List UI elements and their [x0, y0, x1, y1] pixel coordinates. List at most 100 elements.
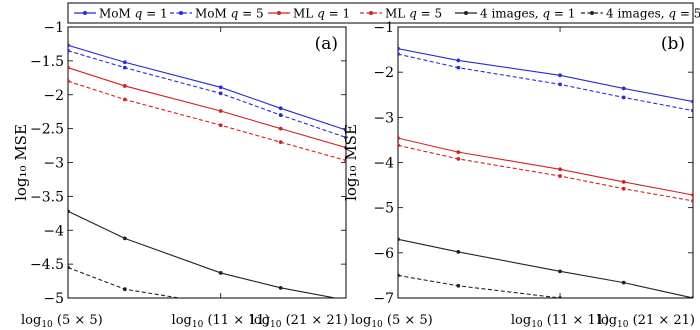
series-line [398, 144, 693, 202]
data-point [68, 48, 70, 53]
data-point [68, 265, 70, 270]
series-line [398, 53, 693, 112]
y-tick-label: −3 [373, 110, 394, 126]
y-tick-label: −1.5 [30, 54, 64, 70]
legend-label: ML q = 1 [293, 7, 350, 21]
y-tick-label: −2 [373, 65, 394, 81]
data-point [558, 73, 562, 78]
data-point [278, 106, 283, 111]
data-point [621, 280, 626, 285]
series-line [398, 48, 693, 103]
series-line [68, 210, 339, 298]
legend-marker [277, 11, 281, 15]
x-tick-label: log10 (21 × 21) [250, 313, 348, 330]
data-point [691, 108, 693, 113]
data-point [621, 95, 626, 100]
data-point [218, 109, 223, 113]
data-point [122, 60, 127, 65]
data-point [691, 198, 693, 203]
series-group [398, 46, 693, 298]
legend-label: MoM q = 1 [99, 7, 168, 21]
series-line [68, 67, 346, 149]
x-tick-label: log10 (5 × 5) [21, 313, 103, 330]
x-tick-label: log10 (5 × 5) [351, 313, 433, 330]
series-line [68, 80, 346, 161]
y-tick-label: −1 [373, 20, 394, 36]
data-point [278, 285, 283, 290]
data-point [456, 250, 461, 254]
data-point [218, 85, 223, 90]
y-tick-label: −5 [43, 291, 64, 307]
series-line [398, 274, 561, 298]
data-point [558, 174, 562, 178]
legend-entry: 4 images, q = 1 [455, 7, 575, 21]
legend-entry: MoM q = 1 [74, 7, 168, 21]
data-point [218, 271, 223, 275]
legend-entry: ML q = 1 [268, 7, 350, 21]
y-axis-label: log₁₀ MSE [342, 124, 360, 201]
y-tick-label: −4 [43, 223, 64, 239]
x-tick-label: log10 (11 × 11) [172, 313, 270, 330]
legend-label: 4 images, q = 1 [480, 7, 575, 21]
y-tick-label: −4.5 [30, 257, 64, 273]
y-tick-label: −7 [373, 291, 394, 307]
chart-panel-a: −5 −4.5 −4 −3.5 −3 −2.5 −2 −1.5 −1 log10 (5 × 5) l… [12, 20, 348, 330]
data-point [456, 150, 461, 155]
series-line [68, 266, 183, 298]
data-point [219, 303, 223, 307]
data-point [691, 193, 693, 197]
y-tick-label: −1 [43, 20, 64, 36]
legend-marker [590, 11, 594, 15]
y-tick-label: −3.5 [30, 189, 64, 205]
data-point [344, 298, 348, 302]
x-tick-label: log10 (11 × 11) [511, 313, 609, 330]
data-point [68, 43, 70, 48]
y-tick-label: −3 [43, 156, 64, 172]
plot-frame [397, 26, 694, 299]
data-point [621, 86, 626, 91]
data-point [621, 186, 626, 191]
y-tick-label: −2.5 [30, 122, 64, 138]
y-axis-label: log₁₀ MSE [12, 124, 30, 201]
data-point [68, 209, 70, 214]
chart-panel-b: −7 −6 −5 −4 −3 −2 −1 log10 (5 × 5) log10 (11 × 1… [342, 20, 695, 330]
data-point [691, 99, 693, 104]
panel-label: (a) [315, 34, 338, 54]
data-point [122, 97, 127, 102]
data-point [218, 123, 223, 128]
legend-marker [83, 11, 87, 15]
data-point [398, 136, 400, 141]
data-point [456, 283, 461, 288]
data-point [218, 91, 223, 96]
series-group [68, 43, 348, 307]
data-point [398, 237, 400, 242]
legend-label: MoM q = 5 [195, 7, 264, 21]
legend-marker [179, 11, 183, 15]
data-point [558, 167, 562, 172]
legend-marker [369, 11, 373, 15]
series-line [398, 238, 693, 298]
y-tick-label: −2 [43, 88, 64, 104]
data-point [68, 65, 70, 70]
data-point [344, 135, 346, 140]
series-line [398, 137, 693, 196]
data-point [456, 156, 461, 161]
data-point [398, 273, 400, 278]
data-point [122, 65, 127, 70]
panel-label: (b) [661, 34, 685, 54]
legend-entry: MoM q = 5 [170, 7, 264, 21]
data-point [278, 113, 283, 117]
data-point [456, 65, 461, 70]
legend-marker [464, 11, 468, 15]
legend-label: ML q = 5 [385, 7, 442, 21]
legend-entry: 4 images, q = 5 [581, 7, 700, 21]
plot-frame [67, 26, 347, 299]
data-point [278, 126, 283, 131]
data-point [398, 46, 400, 51]
data-point [621, 180, 626, 184]
data-point [344, 128, 346, 132]
data-point [344, 158, 346, 163]
legend-label: 4 images, q = 5 [606, 7, 700, 21]
series-line [68, 44, 346, 131]
